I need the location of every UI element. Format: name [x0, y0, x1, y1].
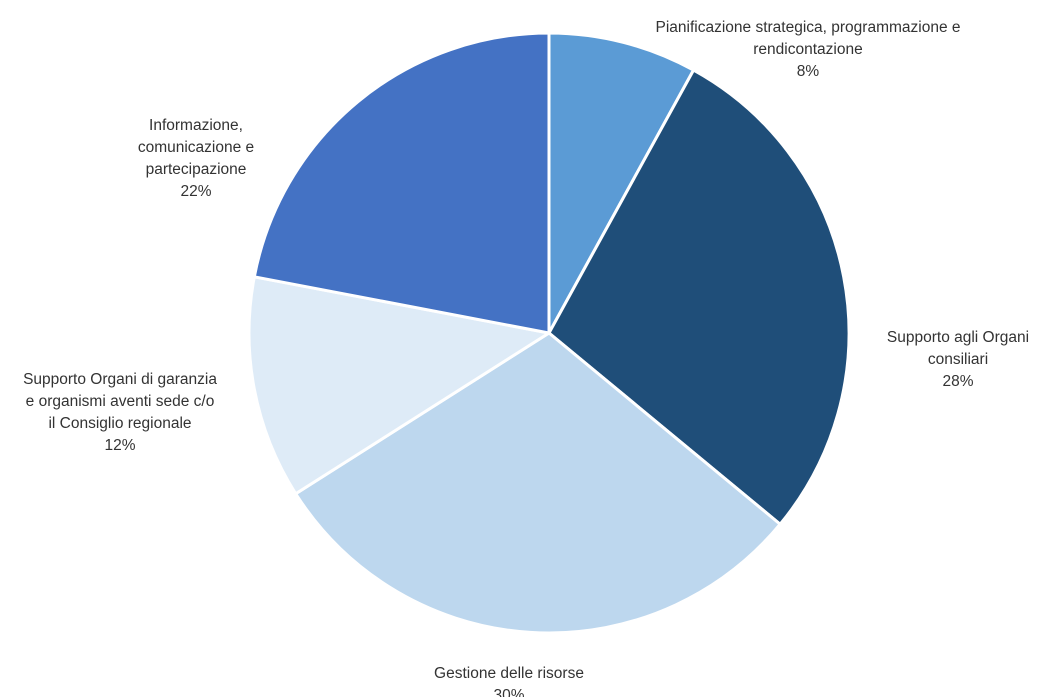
slice-label-3: Gestione delle risorse 30% [434, 665, 584, 697]
slice-category-label: comunicazione e [138, 139, 254, 156]
slice-category-label: consiliari [928, 351, 988, 368]
slice-label-2: Supporto agli Organi consiliari 28% [887, 329, 1029, 390]
slice-category-label: Informazione, [149, 117, 243, 134]
slice-value-label: 8% [797, 63, 820, 80]
slice-category-label: Pianificazione strategica, programmazion… [656, 19, 961, 36]
slice-category-label: partecipazione [146, 161, 247, 178]
pie-slice-4 [247, 275, 551, 496]
pie-slice-3 [294, 331, 782, 635]
slice-category-label: Supporto Organi di garanzia [23, 371, 217, 388]
slice-category-label: e organismi aventi sede c/o [26, 393, 215, 410]
slice-label-5: Informazione, comunicazione e partecipazio… [138, 117, 254, 200]
pie-slice-1 [547, 31, 696, 335]
pie-slice-5 [252, 31, 551, 335]
slice-category-label: Supporto agli Organi [887, 329, 1029, 346]
slice-value-label: 30% [493, 687, 524, 697]
slice-category-label: il Consiglio regionale [48, 415, 191, 432]
slice-category-label: rendicontazione [753, 41, 862, 58]
pie-slices [247, 31, 851, 635]
slice-label-1: Pianificazione strategica, programmazion… [656, 19, 961, 80]
pie-slice-2 [547, 68, 851, 526]
slice-value-label: 12% [104, 437, 135, 454]
slice-category-label: Gestione delle risorse [434, 665, 584, 682]
slice-label-4: Supporto Organi di garanzia e organismi a… [23, 371, 217, 454]
pie-labels: Pianificazione strategica, programmazion… [23, 19, 1029, 697]
slice-value-label: 28% [942, 373, 973, 390]
slice-value-label: 22% [180, 183, 211, 200]
